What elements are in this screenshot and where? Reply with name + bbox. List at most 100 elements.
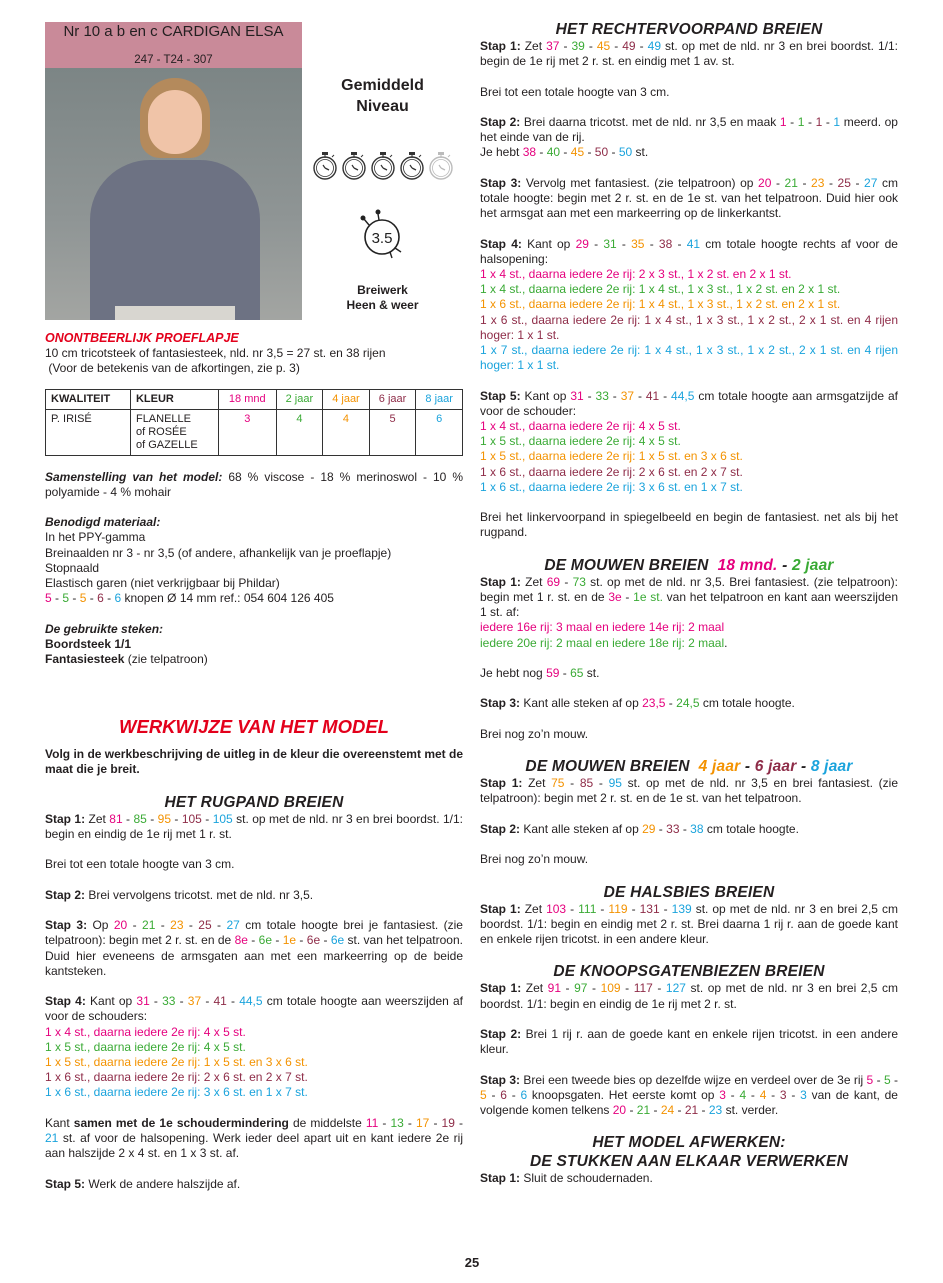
paragraph: Stap 1: Zet 91 - 97 - 109 - 117 - 127 st… <box>480 981 898 1011</box>
text-run: - <box>665 696 677 711</box>
text-run: - <box>610 39 623 53</box>
table-cell: 4 <box>275 408 324 456</box>
text-run-m: 1 x 4 st., daarna iedere 2e rij: 4 x 5 s… <box>480 419 681 433</box>
text-run: - <box>69 591 80 606</box>
text-run: - <box>122 811 134 826</box>
text-run: 10 cm tricotsteek of fantasiesteek, nld.… <box>45 346 386 361</box>
text-run: - <box>486 1087 501 1102</box>
text-run: - <box>777 556 792 574</box>
text-line: HET RUGPAND BREIEN <box>45 793 463 812</box>
text-run-g: 4 <box>739 1087 747 1102</box>
text-run-r: 1 x 6 st., daarna iedere 2e rij: 2 x 6 s… <box>480 464 743 479</box>
text-run: Kant alle steken af op <box>520 821 643 836</box>
text-run-b: 50 <box>618 145 633 160</box>
text-run-m: 5 <box>866 1072 874 1087</box>
text-run-b: 27 <box>226 918 240 933</box>
technique-line2: Heen & weer <box>346 298 419 312</box>
text-run: - <box>644 236 659 251</box>
text-run-g: 31 <box>603 236 617 251</box>
text-run: - <box>746 1087 760 1102</box>
section-heading: DE MOUWEN BREIEN 4 jaar - 6 jaar - 8 jaa… <box>480 757 898 776</box>
paragraph: Stap 3: Kant alle steken af op 23,5 - 24… <box>480 696 898 711</box>
section-heading: DE KNOOPSGATENBIEZEN BREIEN <box>480 962 898 981</box>
sizes-table: KWALITEIT KLEUR 18 mnd 2 jaar 4 jaar 6 jaar 8 … <box>45 388 463 456</box>
text-run: cm totale hoogte. <box>699 696 795 711</box>
photo-face <box>148 90 202 154</box>
table-header-cell: 2 jaar <box>275 388 324 410</box>
difficulty-rating <box>310 150 455 183</box>
text-run-o: 35 <box>631 236 645 251</box>
text-line: Stap 2: Kant alle steken af op 29 - 33 -… <box>480 822 898 837</box>
paragraph: Brei tot een totale hoogte van 3 cm. <box>480 85 898 100</box>
text-run-o: 45 <box>596 39 611 53</box>
text-line: Fantasiesteek (zie telpatroon) <box>45 652 463 667</box>
text-line: Je hebt 38 - 40 - 45 - 50 - 50 st. <box>480 145 898 160</box>
text-run: knopen Ø 14 mm ref.: 054 604 126 405 <box>121 591 334 606</box>
text-run-g: 65 <box>570 666 584 680</box>
text-run: Stopnaald <box>45 560 100 575</box>
table-header-cell: 8 jaar <box>415 388 463 410</box>
text-run: Brei nog zo’n mouw. <box>480 852 589 867</box>
text-run-B: Stap 5: <box>480 388 521 403</box>
text-run: - <box>850 175 865 190</box>
text-run: - <box>226 994 240 1009</box>
text-run-b: 3 <box>800 1087 807 1102</box>
page-number: 25 <box>464 1255 480 1270</box>
text-run: DE KNOOPSGATENBIEZEN BREIEN <box>553 963 825 981</box>
text-run: Brei 1 rij r. aan de goede kant en enkel… <box>480 1026 902 1057</box>
text-run: - <box>890 1072 902 1087</box>
text-run-o: 1e <box>282 933 297 948</box>
text-line: Brei het linkervoorpand in spiegelbeeld … <box>480 510 898 540</box>
text-line: DE STUKKEN AAN ELKAAR VERWERKEN <box>480 1152 898 1171</box>
text-run: - <box>593 776 609 791</box>
paragraph: 10 cm tricotsteek of fantasiesteek, nld.… <box>45 346 463 376</box>
text-run: - <box>201 811 213 826</box>
text-run-g: 33 <box>162 994 176 1009</box>
text-run: - <box>51 591 63 606</box>
paragraph: De gebruikte steken: Boordsteek 1/1 Fantas… <box>45 622 463 668</box>
left-column: ONONTBEERLIJK PROEFLAPJE 10 cm tricotstee… <box>45 331 463 1207</box>
paragraph: Stap 1: Zet 103 - 111 - 119 - 131 - 139 … <box>480 902 898 948</box>
text-run: Werk de andere halszijde af. <box>85 1176 241 1191</box>
text-run-g: 5 <box>883 1072 891 1087</box>
table-header-cell: KLEUR <box>129 388 219 410</box>
text-run-r: 105 <box>181 811 202 826</box>
paragraph: Brei tot een totale hoogte van 3 cm. <box>45 857 463 872</box>
text-line: Stap 5: Werk de andere halszijde af. <box>45 1177 463 1192</box>
text-run-b: 44,5 <box>239 994 263 1009</box>
text-run: van de kant, de volgende komen telkens <box>480 1087 902 1117</box>
section-title-werkwijze: WERKWIJZE VAN HET MODEL <box>119 716 389 738</box>
text-run-m: 20 <box>758 175 772 190</box>
text-run-g: 21 <box>636 1102 651 1117</box>
text-run-B: Stap 5: <box>45 1176 86 1191</box>
text-run: Brei het linkervoorpand in spiegelbeeld … <box>480 510 902 540</box>
text-run: Zet <box>521 981 548 996</box>
text-run-o: 1 x 5 st., daarna iedere 2e rij: 1 x 5 s… <box>45 1055 308 1069</box>
text-run-r: 50 <box>594 145 609 160</box>
text-run: Kant op <box>520 388 571 403</box>
text-run-g: iedere 20e rij: 2 maal en iedere 18e rij… <box>480 635 725 650</box>
paragraph: Stap 4: Kant op 31 - 33 - 37 - 41 - 44,5… <box>45 994 463 1100</box>
text-run: (Voor de betekenis van de afkortingen, z… <box>45 361 300 376</box>
text-run: Zet <box>522 776 552 791</box>
text-run: - <box>272 933 283 948</box>
paragraph: Stap 2: Brei 1 rij r. aan de goede kant … <box>480 1027 898 1057</box>
text-run: st. op met de nld. nr 3 en brei 2,5 cm b… <box>480 901 902 946</box>
text-line: Stap 3: Op 20 - 21 - 23 - 25 - 27 cm tot… <box>45 918 463 979</box>
pattern-title: Nr 10 a b en c CARDIGAN ELSA <box>63 23 284 40</box>
text-run: - <box>320 933 331 948</box>
text-run: cm totale hoogte: begin met 2 r. st. en … <box>480 175 902 221</box>
text-run-m: 18 mnd. <box>717 556 778 574</box>
text-run-o: 75 <box>551 776 565 791</box>
text-run-b: 105 <box>212 811 233 826</box>
text-run-m: 29 <box>575 236 589 251</box>
section-heading: DE MOUWEN BREIEN 18 mnd. - 2 jaar <box>480 556 898 575</box>
paragraph: Stap 1: Zet 75 - 85 - 95 st. op met de n… <box>480 776 898 806</box>
text-run-b: 95 <box>608 776 622 791</box>
text-run-B: Stap 1: <box>480 981 522 996</box>
text-run: - <box>127 918 143 933</box>
text-run: Brei een tweede bies op dezelfde wijze e… <box>520 1072 867 1087</box>
paragraph: Brei het linkervoorpand in spiegelbeeld … <box>480 510 898 540</box>
text-run: - <box>627 901 640 916</box>
paragraph: Stap 3: Vervolg met fantasiest. (zie tel… <box>480 176 898 222</box>
